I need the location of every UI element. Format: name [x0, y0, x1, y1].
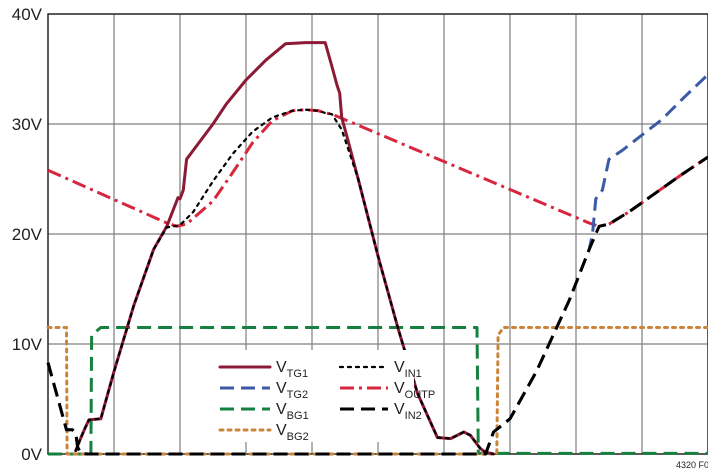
legend-label-main: V [276, 380, 287, 397]
legend-label-subscript: BG2 [287, 431, 309, 443]
y-tick-label: 20V [12, 225, 43, 244]
legend-label-vtg1: VTG1 [276, 359, 308, 380]
y-tick-label: 30V [12, 115, 43, 134]
legend-label-vin2: VIN2 [394, 401, 422, 422]
series-line-vin1 [74, 108, 495, 456]
legend-label-subscript: TG1 [287, 368, 308, 380]
y-tick-label: 10V [12, 335, 43, 354]
series-layer [46, 41, 708, 456]
legend-label-vbg1: VBG1 [276, 401, 309, 422]
y-tick-label: 40V [12, 5, 43, 24]
y-axis-ticks: 0V 10V 20V 30V 40V [12, 5, 43, 464]
legend-label-subscript: OUTP [405, 389, 436, 401]
legend-label-subscript: IN1 [405, 368, 422, 380]
legend-label-vbg2: VBG2 [276, 422, 309, 443]
legend-label-main: V [394, 359, 405, 376]
y-tick-label: 0V [21, 445, 42, 464]
legend-label-vtg2: VTG2 [276, 380, 308, 401]
legend-label-main: V [276, 359, 287, 376]
legend-label-vin1: VIN1 [394, 359, 422, 380]
legend-label-main: V [394, 380, 405, 397]
legend-label-main: V [394, 401, 405, 418]
legend-label-subscript: IN2 [405, 410, 422, 422]
legend-label-subscript: BG1 [287, 410, 309, 422]
legend-label-subscript: TG2 [287, 389, 308, 401]
legend-background [214, 350, 414, 442]
series-line-voutp [47, 108, 708, 228]
legend-label-main: V [276, 422, 287, 439]
legend-label-main: V [276, 401, 287, 418]
legend-label-voutp: VOUTP [394, 380, 435, 401]
series-line-vin2 [46, 155, 708, 456]
figure-code: 4320 F0 [676, 460, 708, 470]
